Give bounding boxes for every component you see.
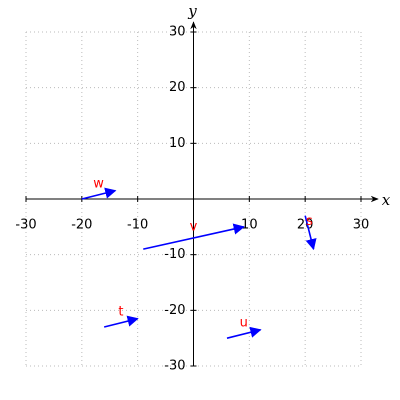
vector xyxy=(143,223,245,250)
vector xyxy=(226,326,262,339)
vector-label: w xyxy=(93,176,104,191)
y-tick-label: 20 xyxy=(169,80,186,95)
x-tick-label: -30 xyxy=(15,218,36,233)
y-tick-label: -10 xyxy=(164,247,185,262)
vector-label: u xyxy=(240,315,248,330)
x-tick-label: 10 xyxy=(241,218,258,233)
y-tick-label: 30 xyxy=(169,25,186,40)
y-tick-label: 10 xyxy=(169,136,186,151)
x-tick-label: 20 xyxy=(297,218,314,233)
y-tick-label: -30 xyxy=(164,359,185,374)
vector-label: v xyxy=(190,219,198,234)
x-tick-label: -20 xyxy=(71,218,92,233)
y-tick-label: -20 xyxy=(164,303,185,318)
vector xyxy=(81,187,117,200)
x-axis-label: x xyxy=(382,191,391,209)
x-tick-label: 30 xyxy=(353,218,370,233)
vector-label: t xyxy=(118,304,123,319)
vector xyxy=(304,215,317,251)
vector xyxy=(103,315,139,328)
vector-label: s xyxy=(306,214,313,229)
x-tick-label: -10 xyxy=(127,218,148,233)
y-axis-label: y xyxy=(187,2,197,20)
